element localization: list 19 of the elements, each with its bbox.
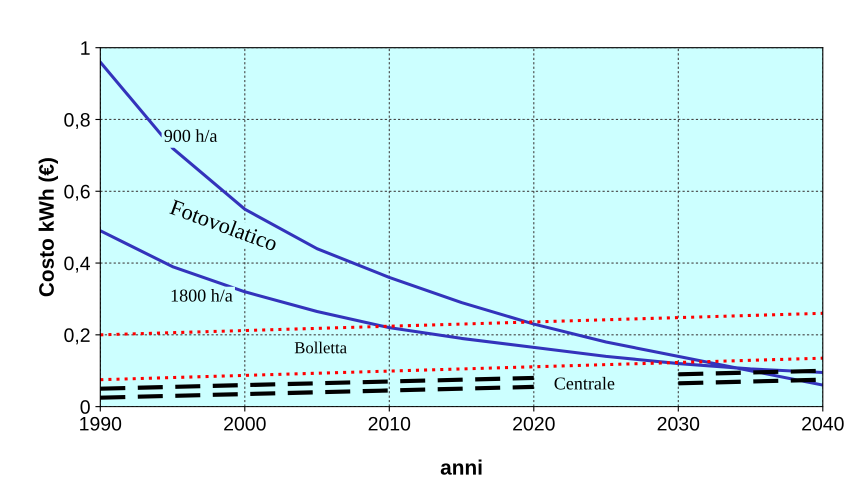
x-tick-label: 2020 [513, 416, 555, 431]
y-tick-label: 0,6 [64, 184, 90, 201]
annotation: 900 h/a [164, 129, 218, 142]
x-tick-label: 2010 [368, 416, 410, 431]
x-tick-label: 2040 [802, 416, 844, 431]
line-series [100, 312, 823, 336]
y-tick-label: 0,4 [64, 256, 90, 273]
annotation: Bolletta [294, 342, 347, 354]
y-tick-label: 0 [80, 400, 90, 414]
x-axis-title: anni [440, 459, 482, 475]
y-axis-title: Costo kWh (€) [38, 158, 58, 296]
x-tick-label: 2030 [658, 416, 700, 431]
y-tick-label: 0,8 [64, 112, 90, 130]
y-tick-label: 0,2 [64, 328, 90, 344]
x-tick-label: 2000 [224, 416, 266, 431]
annotation: Centrale [554, 376, 614, 390]
annotation: 1800 h/a [172, 288, 233, 302]
y-tick-label: 1 [81, 41, 90, 55]
x-tick-label: 1990 [80, 416, 122, 431]
